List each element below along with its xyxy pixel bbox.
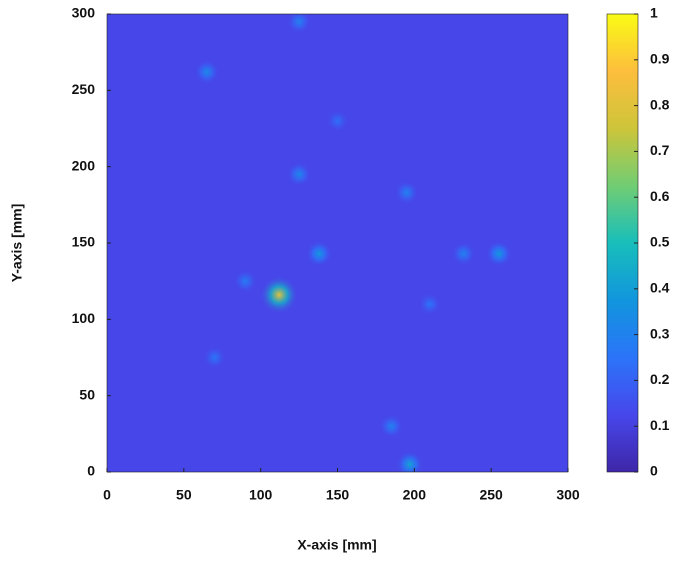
y-axis-label: Y-axis [mm] — [9, 204, 25, 283]
x-tick-label: 0 — [103, 487, 111, 503]
colorbar-tick-label: 0.2 — [650, 371, 670, 387]
hotspot — [395, 450, 424, 472]
x-tick-label: 250 — [479, 487, 503, 503]
hotspot — [326, 109, 349, 133]
y-tick-label: 150 — [72, 234, 96, 250]
hotspot — [379, 414, 404, 439]
x-tick-label: 100 — [249, 487, 273, 503]
hotspot — [233, 269, 258, 294]
hotspot — [194, 59, 220, 85]
hotspot — [485, 240, 513, 268]
x-tick-label: 300 — [556, 487, 580, 503]
hotspot — [418, 292, 442, 316]
y-tick-label: 200 — [72, 157, 96, 173]
hotspot — [394, 180, 419, 205]
colorbar-tick-label: 0.6 — [650, 188, 670, 204]
colorbar-tick-label: 0 — [650, 463, 658, 479]
x-tick-label: 200 — [403, 487, 427, 503]
hotspot — [202, 345, 227, 370]
hotspot — [305, 240, 333, 268]
colorbar-tick-label: 0.4 — [650, 280, 670, 296]
y-tick-label: 250 — [72, 81, 96, 97]
y-tick-label: 50 — [79, 386, 95, 402]
colorbar-tick-label: 0.7 — [650, 142, 670, 158]
x-tick-label: 150 — [326, 487, 350, 503]
hotspot — [259, 275, 299, 315]
colorbar-tick-label: 0.3 — [650, 325, 670, 341]
y-tick-label: 0 — [87, 463, 95, 479]
heatmap-field — [194, 14, 513, 472]
colorbar-tick-label: 0.1 — [650, 417, 670, 433]
hotspot — [451, 241, 476, 266]
y-tick-label: 100 — [72, 310, 96, 326]
hotspot — [286, 161, 312, 187]
colorbar-tick-label: 0.8 — [650, 96, 670, 112]
x-tick-label: 50 — [176, 487, 192, 503]
y-tick-label: 300 — [72, 5, 96, 21]
colorbar-tick-label: 0.5 — [650, 234, 670, 250]
colorbar-tick-label: 1 — [650, 5, 658, 21]
colorbar — [606, 13, 639, 473]
hotspot — [286, 14, 312, 34]
colorbar-tick-label: 0.9 — [650, 51, 670, 67]
x-axis-label: X-axis [mm] — [297, 537, 376, 553]
